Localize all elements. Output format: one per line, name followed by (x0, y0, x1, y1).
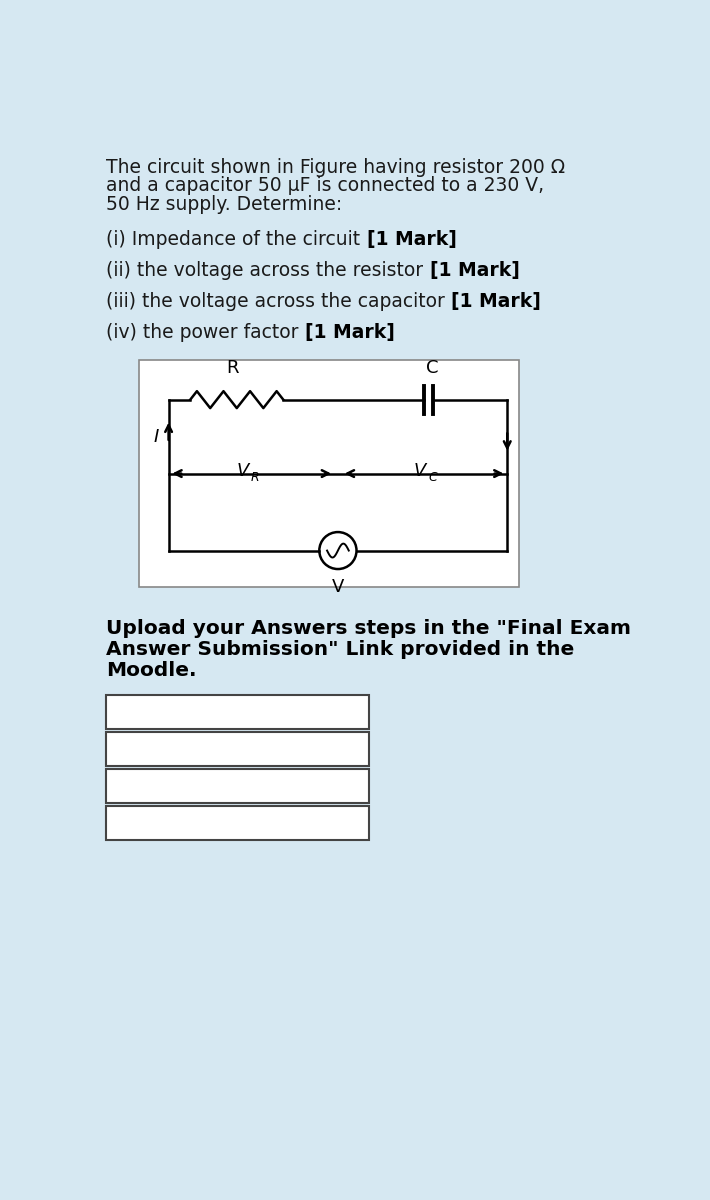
Text: V: V (237, 462, 249, 480)
Text: Answer Submission" Link provided in the: Answer Submission" Link provided in the (106, 640, 574, 659)
Text: V: V (332, 578, 344, 596)
FancyBboxPatch shape (106, 732, 369, 766)
Text: (ii) the voltage across the resistor: (ii) the voltage across the resistor (106, 262, 429, 280)
Text: [1 Mark]: [1 Mark] (366, 230, 457, 250)
FancyBboxPatch shape (106, 769, 369, 803)
Text: The circuit shown in Figure having resistor 200 Ω: The circuit shown in Figure having resis… (106, 158, 565, 176)
FancyBboxPatch shape (106, 806, 369, 840)
Text: R: R (226, 359, 239, 377)
Text: and a capacitor 50 μF is connected to a 230 V,: and a capacitor 50 μF is connected to a … (106, 176, 544, 196)
Text: [1 Mark]: [1 Mark] (452, 292, 541, 311)
Text: I: I (153, 427, 159, 445)
Text: V: V (414, 462, 427, 480)
Text: [1 Mark]: [1 Mark] (430, 262, 520, 280)
Text: Moodle.: Moodle. (106, 661, 196, 679)
Text: [1 Mark]: [1 Mark] (305, 323, 395, 342)
Text: C: C (428, 470, 437, 484)
Text: Upload your Answers steps in the "Final Exam: Upload your Answers steps in the "Final … (106, 619, 630, 638)
Text: R: R (251, 470, 260, 484)
FancyBboxPatch shape (106, 695, 369, 730)
FancyBboxPatch shape (139, 360, 519, 587)
Text: (iii) the voltage across the capacitor: (iii) the voltage across the capacitor (106, 292, 451, 311)
Text: 50 Hz supply. Determine:: 50 Hz supply. Determine: (106, 194, 342, 214)
Text: C: C (426, 359, 438, 377)
Text: (iv) the power factor: (iv) the power factor (106, 323, 305, 342)
Text: (i) Impedance of the circuit: (i) Impedance of the circuit (106, 230, 366, 250)
